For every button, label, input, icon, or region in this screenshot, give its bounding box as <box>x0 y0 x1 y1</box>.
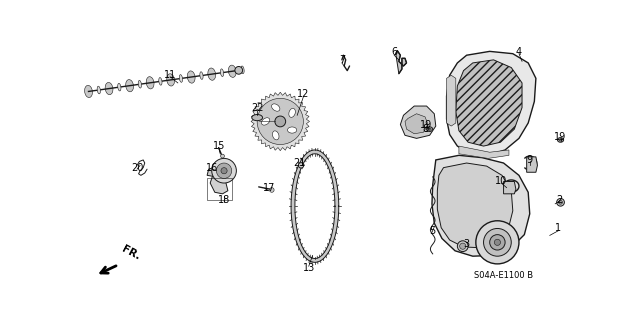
Ellipse shape <box>252 115 262 121</box>
Ellipse shape <box>557 198 564 206</box>
Polygon shape <box>456 60 522 146</box>
Circle shape <box>212 159 236 183</box>
Ellipse shape <box>557 137 564 142</box>
Text: 5: 5 <box>429 226 435 236</box>
Text: 21: 21 <box>293 158 306 168</box>
Text: 18: 18 <box>218 195 230 205</box>
Text: 19: 19 <box>554 132 566 142</box>
Circle shape <box>494 239 500 245</box>
Polygon shape <box>207 166 221 177</box>
Polygon shape <box>432 155 530 256</box>
Bar <box>207 178 232 200</box>
Text: 3: 3 <box>463 239 470 249</box>
Text: 17: 17 <box>262 183 275 193</box>
Text: 12: 12 <box>297 89 310 99</box>
Text: 7: 7 <box>339 55 345 65</box>
Ellipse shape <box>138 80 141 88</box>
Ellipse shape <box>559 139 562 141</box>
Text: 13: 13 <box>303 263 315 273</box>
Text: 9: 9 <box>527 155 533 165</box>
Text: 20: 20 <box>131 163 143 173</box>
Ellipse shape <box>167 74 175 86</box>
Ellipse shape <box>221 154 225 158</box>
Circle shape <box>216 163 232 178</box>
Ellipse shape <box>559 200 563 204</box>
Polygon shape <box>291 150 339 262</box>
Polygon shape <box>405 114 428 134</box>
Ellipse shape <box>125 79 134 92</box>
Text: 22: 22 <box>251 103 264 113</box>
Circle shape <box>235 66 243 74</box>
Text: 2: 2 <box>556 195 562 205</box>
Polygon shape <box>401 106 436 138</box>
Ellipse shape <box>262 118 270 125</box>
Ellipse shape <box>97 86 100 94</box>
Ellipse shape <box>460 243 466 249</box>
Ellipse shape <box>427 127 433 131</box>
Polygon shape <box>459 146 509 159</box>
Polygon shape <box>251 92 310 151</box>
Ellipse shape <box>289 108 295 117</box>
Text: 19: 19 <box>420 120 433 130</box>
Text: 15: 15 <box>212 141 225 151</box>
Polygon shape <box>447 75 456 126</box>
Polygon shape <box>210 174 228 194</box>
Circle shape <box>490 235 505 250</box>
Text: S04A-E1100 B: S04A-E1100 B <box>474 271 533 280</box>
Circle shape <box>221 168 227 174</box>
Text: 11: 11 <box>164 70 176 80</box>
Ellipse shape <box>228 65 236 78</box>
Text: 10: 10 <box>495 176 508 186</box>
Ellipse shape <box>159 78 162 85</box>
Polygon shape <box>527 157 538 172</box>
Circle shape <box>275 116 285 127</box>
Ellipse shape <box>118 83 121 91</box>
Ellipse shape <box>220 69 223 77</box>
Ellipse shape <box>428 128 431 130</box>
Ellipse shape <box>269 188 274 192</box>
Text: 8: 8 <box>422 124 428 134</box>
Ellipse shape <box>271 104 280 111</box>
Ellipse shape <box>200 72 203 79</box>
Polygon shape <box>504 182 516 194</box>
Text: FR.: FR. <box>120 244 142 262</box>
Ellipse shape <box>298 163 304 168</box>
Circle shape <box>484 228 511 256</box>
Ellipse shape <box>179 75 182 82</box>
Text: 6: 6 <box>391 47 397 57</box>
Text: 16: 16 <box>206 163 219 173</box>
Circle shape <box>257 98 303 145</box>
Ellipse shape <box>208 68 216 80</box>
Polygon shape <box>437 163 513 248</box>
Ellipse shape <box>458 241 468 252</box>
Circle shape <box>476 221 519 264</box>
Text: 1: 1 <box>555 224 561 234</box>
Ellipse shape <box>287 127 297 133</box>
Ellipse shape <box>146 77 154 89</box>
Polygon shape <box>396 51 406 74</box>
Ellipse shape <box>273 131 279 140</box>
Ellipse shape <box>241 66 244 74</box>
Polygon shape <box>447 51 536 155</box>
Text: 4: 4 <box>516 47 522 57</box>
Ellipse shape <box>84 85 92 98</box>
Ellipse shape <box>105 82 113 95</box>
Ellipse shape <box>188 71 195 83</box>
